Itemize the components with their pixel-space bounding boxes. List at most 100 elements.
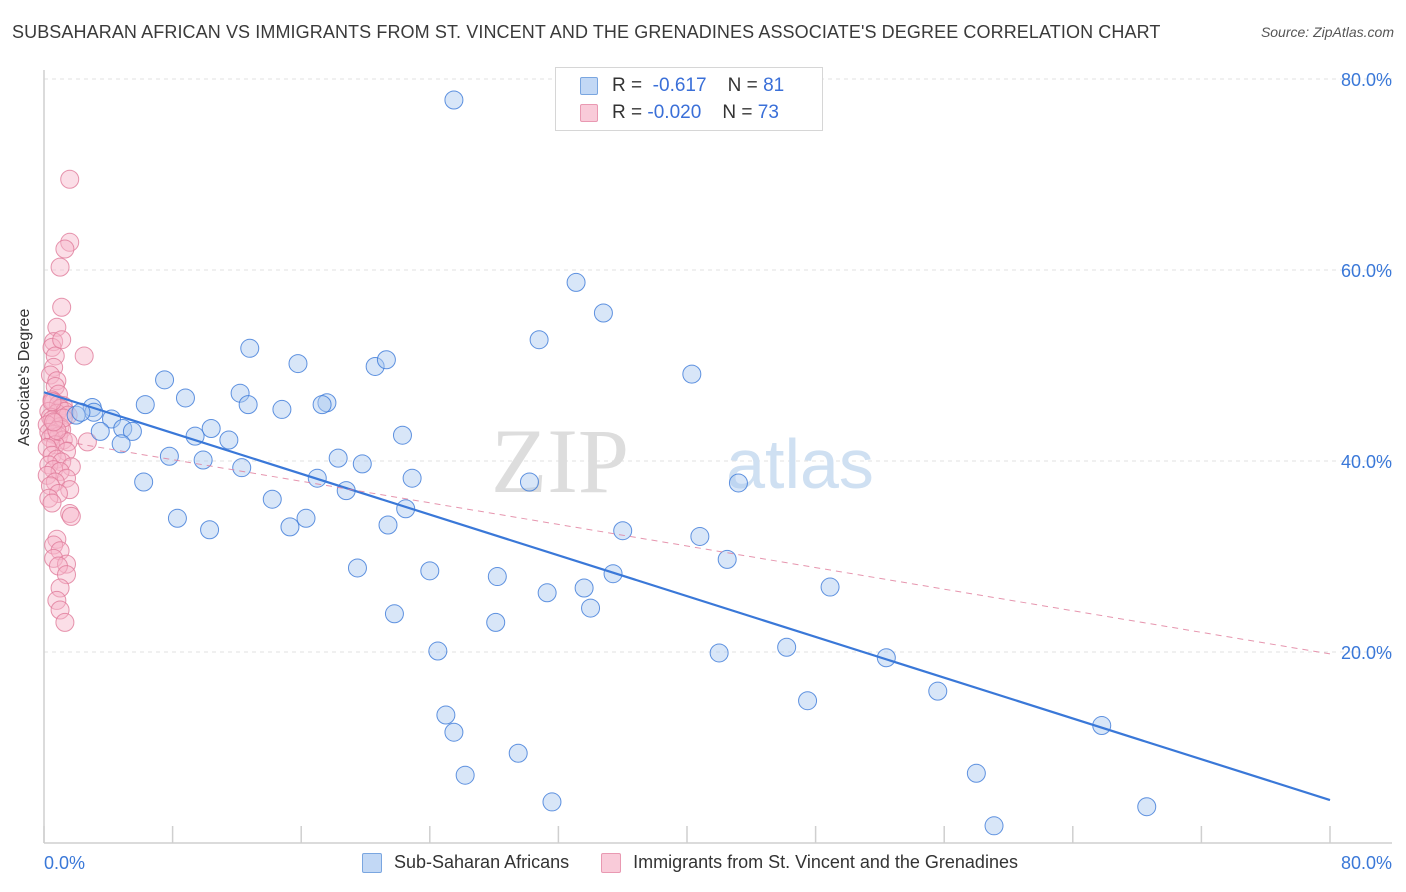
data-point-subsaharan xyxy=(537,583,557,603)
trend-line-subsaharan xyxy=(43,391,1331,802)
data-point-subsaharan xyxy=(728,473,748,493)
data-point-subsaharan xyxy=(238,395,258,415)
series-legend: Sub-Saharan Africans Immigrants from St.… xyxy=(362,852,1050,873)
data-point-subsaharan xyxy=(455,765,475,785)
data-point-subsaharan xyxy=(376,350,396,370)
data-point-immigrants xyxy=(44,412,64,432)
series-legend-item-subsaharan: Sub-Saharan Africans xyxy=(362,852,569,873)
data-point-subsaharan xyxy=(709,643,729,663)
data-point-subsaharan xyxy=(574,578,594,598)
data-point-subsaharan xyxy=(352,454,372,474)
data-point-subsaharan xyxy=(486,612,506,632)
trend-line-immigrants xyxy=(43,437,1331,655)
data-point-immigrants xyxy=(47,317,67,337)
data-point-subsaharan xyxy=(392,425,412,445)
data-point-immigrants xyxy=(55,239,75,259)
data-point-subsaharan xyxy=(928,681,948,701)
data-point-subsaharan xyxy=(200,520,220,540)
data-point-subsaharan xyxy=(111,434,131,454)
data-point-immigrants xyxy=(50,578,70,598)
data-point-subsaharan xyxy=(876,648,896,668)
data-point-immigrants xyxy=(47,529,67,549)
series-legend-item-immigrants: Immigrants from St. Vincent and the Gren… xyxy=(601,852,1018,873)
series-subsaharan-points xyxy=(66,90,1157,836)
legend-n-label: N = xyxy=(722,102,753,123)
data-point-subsaharan xyxy=(296,508,316,528)
data-point-subsaharan xyxy=(155,370,175,390)
y-tick-labels: 20.0% 40.0% 60.0% 80.0% xyxy=(1341,70,1392,663)
data-point-immigrants xyxy=(57,468,77,488)
series-legend-label: Sub-Saharan Africans xyxy=(394,852,570,872)
data-point-subsaharan xyxy=(384,604,404,624)
data-point-subsaharan xyxy=(122,421,142,441)
data-point-subsaharan xyxy=(402,468,422,488)
legend-n-label: N = xyxy=(727,75,758,96)
data-point-subsaharan xyxy=(798,691,818,711)
trend-lines xyxy=(43,391,1331,802)
data-point-subsaharan xyxy=(280,517,300,537)
data-point-immigrants xyxy=(42,493,62,513)
data-point-subsaharan xyxy=(436,705,456,725)
series-swatch-blue xyxy=(362,852,382,873)
data-point-immigrants xyxy=(57,441,77,461)
data-point-subsaharan xyxy=(347,558,367,578)
data-point-subsaharan xyxy=(159,446,179,466)
data-point-subsaharan xyxy=(365,356,385,376)
data-point-subsaharan xyxy=(581,598,601,618)
series-swatch-pink xyxy=(601,852,622,873)
data-point-immigrants xyxy=(52,330,72,350)
legend-n-value: 73 xyxy=(757,102,779,123)
data-point-subsaharan xyxy=(613,521,633,541)
legend-row-immigrants: R = -0.020 N = 73 xyxy=(580,101,779,125)
data-point-subsaharan xyxy=(312,395,332,415)
data-point-immigrants xyxy=(48,483,68,503)
series-legend-label: Immigrants from St. Vincent and the Gren… xyxy=(633,852,1018,872)
data-point-subsaharan xyxy=(232,458,252,478)
data-point-subsaharan xyxy=(717,549,737,569)
data-point-subsaharan xyxy=(219,430,239,450)
legend-swatch-blue xyxy=(580,77,598,95)
y-axis-label: Associate's Degree xyxy=(16,308,33,446)
data-point-immigrants xyxy=(74,346,94,366)
data-point-subsaharan xyxy=(135,395,155,415)
data-point-subsaharan xyxy=(428,641,448,661)
data-point-immigrants xyxy=(60,504,80,524)
data-point-immigrants xyxy=(40,476,60,496)
data-point-immigrants xyxy=(60,169,80,189)
x-tick-label-max: 80.0% xyxy=(1341,853,1392,873)
data-point-subsaharan xyxy=(542,792,562,812)
series-immigrants-points xyxy=(37,169,97,632)
legend-swatch-pink xyxy=(580,104,598,122)
data-point-subsaharan xyxy=(593,303,613,323)
data-point-subsaharan xyxy=(1137,797,1157,817)
legend-row-subsaharan: R = -0.617 N = 81 xyxy=(580,74,784,98)
data-point-immigrants xyxy=(57,554,77,574)
data-point-subsaharan xyxy=(529,330,549,350)
y-tick-label: 20.0% xyxy=(1341,643,1392,663)
x-tick-label-min: 0.0% xyxy=(44,853,85,873)
data-point-subsaharan xyxy=(167,508,187,528)
data-point-subsaharan xyxy=(420,561,440,581)
watermark-zip: ZIP xyxy=(491,410,629,512)
data-point-immigrants xyxy=(61,506,81,526)
data-point-immigrants xyxy=(60,232,80,252)
chart-title: SUBSAHARAN AFRICAN VS IMMIGRANTS FROM ST… xyxy=(12,22,1161,42)
data-point-immigrants xyxy=(52,297,72,317)
data-point-subsaharan xyxy=(328,448,348,468)
data-point-subsaharan xyxy=(508,743,528,763)
data-point-subsaharan xyxy=(288,354,308,374)
y-tick-label: 40.0% xyxy=(1341,452,1392,472)
watermark-atlas: atlas xyxy=(726,425,874,503)
data-point-immigrants xyxy=(50,257,70,277)
data-point-subsaharan xyxy=(690,526,710,546)
data-point-subsaharan xyxy=(984,816,1004,836)
y-tick-label: 60.0% xyxy=(1341,261,1392,281)
data-point-subsaharan xyxy=(90,421,110,441)
legend-r-label: R = xyxy=(612,75,643,96)
data-point-subsaharan xyxy=(519,472,539,492)
legend-r-value: -0.020 xyxy=(647,102,702,123)
data-point-subsaharan xyxy=(487,567,507,587)
data-point-subsaharan xyxy=(444,90,464,110)
correlation-legend: R = -0.617 N = 81 R = -0.020 N = 73 xyxy=(555,67,823,131)
x-axis-ticks xyxy=(43,826,1331,843)
